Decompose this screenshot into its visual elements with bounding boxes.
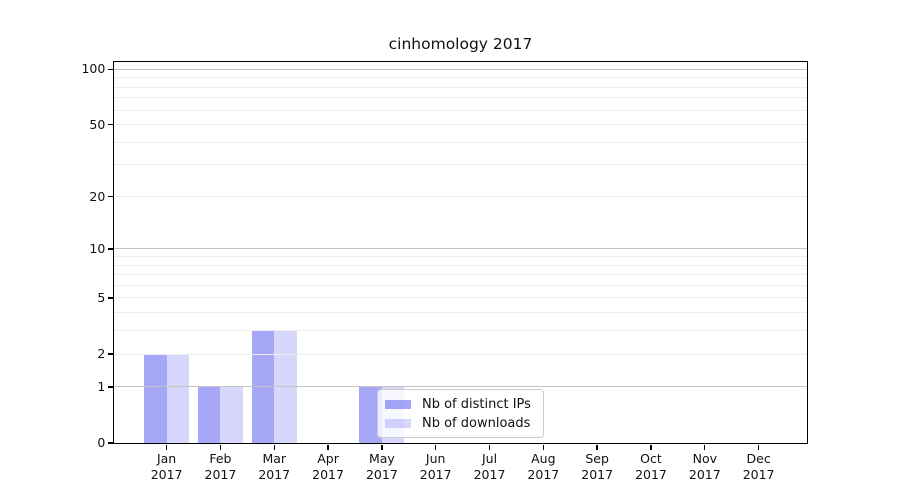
y-tick-label: 1	[97, 378, 106, 394]
y-gridline-minor	[114, 196, 807, 198]
x-tick-label-jan: Jan 2017	[150, 451, 183, 482]
legend-swatch-downloads	[384, 418, 411, 428]
y-tick-mark	[108, 248, 114, 250]
plot-area: Nb of distinct IPs Nb of downloads 0 1 2 5 1…	[81, 60, 808, 482]
x-tick-label-dec: Dec 2017	[742, 451, 775, 482]
y-gridline-minor	[114, 312, 807, 314]
y-tick-label: 0	[97, 435, 106, 451]
y-gridline-minor	[114, 141, 807, 143]
chart-title: cinhomology 2017	[388, 35, 533, 53]
bar-downloads-jan	[166, 354, 189, 444]
x-tick-label-nov: Nov 2017	[688, 451, 721, 482]
x-tick-label-feb: Feb 2017	[204, 451, 237, 482]
x-tick-mark	[704, 444, 706, 450]
y-tick-label: 50	[89, 116, 106, 132]
x-tick-mark	[434, 444, 437, 450]
y-tick-label: 2	[97, 346, 106, 362]
x-tick-mark	[381, 444, 383, 450]
y-gridline-minor	[114, 256, 807, 258]
y-tick-mark	[108, 386, 114, 388]
y-gridline-major	[114, 68, 807, 70]
bar-distinct-ips-feb	[198, 386, 221, 444]
legend-label-distinct-ips: Nb of distinct IPs	[421, 396, 531, 412]
y-gridline-minor	[114, 297, 807, 299]
legend-item-downloads: Nb of downloads	[384, 414, 535, 433]
y-tick-mark	[108, 68, 114, 71]
y-tick-mark	[108, 297, 114, 299]
y-tick-mark	[108, 195, 114, 198]
bar-distinct-ips-jan	[144, 354, 167, 444]
bar-distinct-ips-may	[359, 386, 382, 444]
x-tick-mark	[596, 444, 598, 450]
y-gridline-major	[114, 248, 807, 250]
x-tick-mark	[488, 444, 491, 450]
y-tick-mark	[108, 123, 114, 126]
x-tick-label-jun: Jun 2017	[419, 451, 452, 482]
x-tick-mark	[650, 444, 652, 450]
x-tick-mark	[757, 444, 760, 450]
y-tick-label: 20	[89, 188, 106, 204]
y-gridline-minor	[114, 97, 807, 99]
y-gridline-minor	[114, 124, 807, 126]
x-tick-mark	[327, 444, 329, 450]
legend-box: Nb of distinct IPs Nb of downloads	[376, 388, 544, 438]
y-gridline-minor	[114, 353, 807, 355]
y-gridline-minor	[114, 164, 807, 166]
x-tick-label-sep: Sep 2017	[581, 451, 614, 482]
bar-downloads-feb	[220, 386, 243, 444]
y-tick-label: 100	[81, 61, 106, 77]
y-gridline-major	[114, 386, 807, 388]
y-tick-mark	[108, 442, 114, 444]
legend-item-distinct-ips: Nb of distinct IPs	[384, 395, 535, 414]
y-gridline-minor	[114, 109, 807, 111]
y-gridline-minor	[114, 86, 807, 88]
y-gridline-minor	[114, 284, 807, 286]
x-tick-mark	[165, 444, 168, 450]
x-tick-mark	[219, 444, 222, 450]
legend-swatch-distinct-ips	[384, 399, 411, 409]
x-tick-label-jul: Jul 2017	[473, 451, 506, 482]
y-gridline-minor	[114, 330, 807, 332]
y-tick-mark	[108, 353, 114, 355]
x-tick-label-may: May 2017	[365, 451, 398, 482]
legend-label-downloads: Nb of downloads	[421, 415, 531, 431]
y-gridline-minor	[114, 264, 807, 266]
y-tick-label: 5	[97, 289, 106, 305]
y-gridline-minor	[114, 274, 807, 276]
y-gridline-minor	[114, 77, 807, 79]
x-tick-label-apr: Apr 2017	[312, 451, 344, 482]
x-tick-label-oct: Oct 2017	[635, 451, 667, 482]
x-tick-mark	[273, 444, 275, 450]
y-tick-label: 10	[89, 240, 106, 256]
x-tick-mark	[542, 444, 545, 450]
x-tick-label-mar: Mar 2017	[258, 451, 291, 482]
x-tick-label-aug: Aug 2017	[527, 451, 560, 482]
